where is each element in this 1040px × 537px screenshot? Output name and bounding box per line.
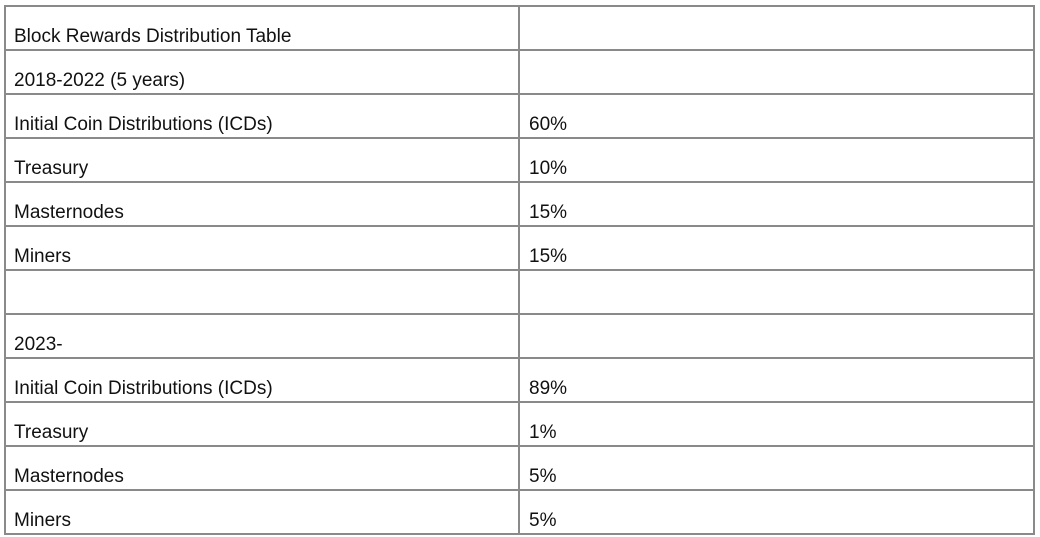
period-header-cell: 2018-2022 (5 years)	[4, 49, 520, 95]
percentage-value-cell: 1%	[518, 401, 1035, 447]
table-row-title: Block Rewards Distribution Table	[4, 5, 1035, 51]
category-label-cell: Miners	[4, 489, 520, 535]
period-header-cell: 2023-	[4, 313, 520, 359]
block-rewards-distribution-table: Block Rewards Distribution Table 2018-20…	[4, 5, 1035, 535]
category-label-cell: Treasury	[4, 401, 520, 447]
table-row: Masternodes 15%	[4, 181, 1035, 227]
empty-cell	[4, 269, 520, 315]
table-value-cell	[518, 313, 1035, 359]
table-value-cell	[518, 5, 1035, 51]
distribution-table-container: Block Rewards Distribution Table 2018-20…	[4, 5, 1035, 535]
table-row-period-header: 2023-	[4, 313, 1035, 359]
table-row-period-header: 2018-2022 (5 years)	[4, 49, 1035, 95]
category-label-cell: Masternodes	[4, 181, 520, 227]
table-row-empty-spacer	[4, 269, 1035, 315]
table-title-cell: Block Rewards Distribution Table	[4, 5, 520, 51]
table-row: Miners 15%	[4, 225, 1035, 271]
percentage-value-cell: 10%	[518, 137, 1035, 183]
table-row: Initial Coin Distributions (ICDs) 60%	[4, 93, 1035, 139]
table-value-cell	[518, 49, 1035, 95]
percentage-value-cell: 60%	[518, 93, 1035, 139]
category-label-cell: Initial Coin Distributions (ICDs)	[4, 357, 520, 403]
category-label-cell: Initial Coin Distributions (ICDs)	[4, 93, 520, 139]
category-label-cell: Treasury	[4, 137, 520, 183]
table-row: Treasury 1%	[4, 401, 1035, 447]
table-row: Treasury 10%	[4, 137, 1035, 183]
percentage-value-cell: 15%	[518, 181, 1035, 227]
table-row: Initial Coin Distributions (ICDs) 89%	[4, 357, 1035, 403]
percentage-value-cell: 5%	[518, 445, 1035, 491]
table-row: Masternodes 5%	[4, 445, 1035, 491]
category-label-cell: Miners	[4, 225, 520, 271]
percentage-value-cell: 5%	[518, 489, 1035, 535]
table-row: Miners 5%	[4, 489, 1035, 535]
empty-cell	[518, 269, 1035, 315]
percentage-value-cell: 89%	[518, 357, 1035, 403]
category-label-cell: Masternodes	[4, 445, 520, 491]
percentage-value-cell: 15%	[518, 225, 1035, 271]
